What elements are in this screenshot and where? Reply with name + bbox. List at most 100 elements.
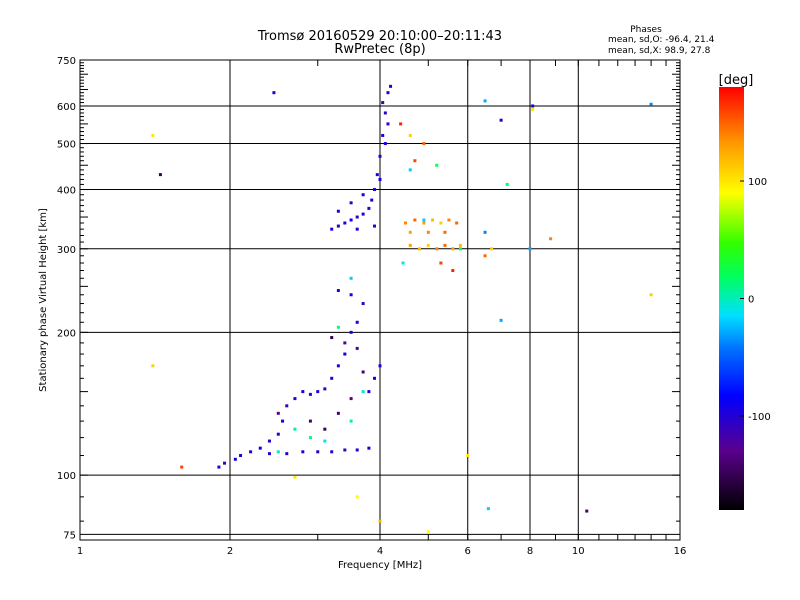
x-tick-label: 10 <box>572 546 585 557</box>
data-point <box>336 289 340 293</box>
data-point <box>349 419 353 423</box>
data-point <box>349 397 353 401</box>
data-point <box>343 221 347 225</box>
data-point <box>439 221 443 225</box>
y-tick-label: 500 <box>57 140 76 151</box>
data-point <box>443 230 447 234</box>
data-point <box>435 247 439 251</box>
data-point <box>431 218 435 222</box>
data-point <box>267 452 271 456</box>
data-point <box>361 370 365 374</box>
data-point <box>361 302 365 306</box>
data-point <box>316 450 320 454</box>
colorbar-tick-label: 100 <box>748 177 767 188</box>
chart-title: Tromsø 20160529 20:10:00–20:11:43 <box>257 29 502 44</box>
data-point <box>355 320 359 324</box>
data-point <box>355 495 359 499</box>
data-point <box>399 122 403 126</box>
data-point <box>585 509 589 513</box>
data-point <box>355 346 359 350</box>
data-point <box>367 390 371 394</box>
data-point <box>323 427 327 431</box>
data-point <box>378 364 382 368</box>
data-point <box>426 243 430 247</box>
y-tick-label: 200 <box>57 328 76 339</box>
data-point <box>373 188 377 192</box>
data-point <box>249 450 253 454</box>
x-tick-label: 6 <box>465 546 471 557</box>
data-point <box>528 247 532 251</box>
colorbar-tick-label: 0 <box>748 295 754 306</box>
y-tick-label: 400 <box>57 186 76 197</box>
colorbar-tick-label: -100 <box>748 412 771 423</box>
data-point <box>383 111 387 115</box>
x-axis-label: Frequency [MHz] <box>338 560 422 571</box>
data-point <box>239 454 243 458</box>
data-point <box>301 390 305 394</box>
data-point <box>370 198 374 202</box>
data-point <box>386 91 390 95</box>
data-point <box>375 173 379 177</box>
data-point <box>272 91 276 95</box>
data-point <box>505 182 509 186</box>
data-point <box>223 461 227 465</box>
data-point <box>426 530 430 534</box>
data-point <box>258 446 262 450</box>
y-tick-label: 750 <box>57 56 76 67</box>
data-point <box>381 101 385 105</box>
data-point <box>267 439 271 443</box>
data-point <box>408 168 412 172</box>
y-axis: 75 100 200 300 400 500 600 750 <box>57 56 680 541</box>
data-point <box>408 230 412 234</box>
data-point <box>308 419 312 423</box>
data-point <box>308 392 312 396</box>
data-point <box>499 318 503 322</box>
data-point <box>276 432 280 436</box>
data-point <box>349 330 353 334</box>
data-point <box>435 163 439 167</box>
data-point <box>483 99 487 103</box>
data-point <box>361 193 365 197</box>
data-point <box>330 336 334 340</box>
data-point <box>649 293 653 297</box>
data-point <box>486 507 490 511</box>
data-point <box>301 450 305 454</box>
data-point <box>355 448 359 452</box>
data-point <box>330 227 334 231</box>
data-point <box>361 212 365 216</box>
stats-line-o: mean, sd,O: -96.4, 21.4 <box>608 35 715 45</box>
data-point <box>373 376 377 380</box>
data-point <box>386 122 390 126</box>
data-point <box>499 118 503 122</box>
data-point <box>349 201 353 205</box>
data-point <box>403 221 407 225</box>
data-point <box>451 269 455 273</box>
data-point <box>151 364 155 368</box>
data-point <box>217 465 221 469</box>
data-point <box>383 142 387 146</box>
data-point <box>531 107 535 111</box>
data-point <box>361 390 365 394</box>
data-point <box>285 404 289 408</box>
data-point <box>336 325 340 329</box>
data-point <box>531 104 535 108</box>
data-point <box>180 465 184 469</box>
colorbar-ticks: 100 0 -100 <box>740 177 771 423</box>
data-point <box>549 237 553 241</box>
y-tick-label: 600 <box>57 102 76 113</box>
data-point <box>389 84 393 88</box>
data-point <box>323 439 327 443</box>
data-point <box>343 448 347 452</box>
data-point <box>417 247 421 251</box>
y-axis-label: Stationary phase Virtual Height [km] <box>38 208 49 392</box>
data-point <box>458 247 462 251</box>
data-point <box>378 154 382 158</box>
data-point <box>336 411 340 415</box>
data-point <box>308 436 312 440</box>
data-point <box>158 173 162 177</box>
data-point <box>401 261 405 265</box>
data-point <box>458 243 462 247</box>
data-point <box>349 293 353 297</box>
y-tick-label: 75 <box>63 530 76 541</box>
grid <box>80 60 680 540</box>
